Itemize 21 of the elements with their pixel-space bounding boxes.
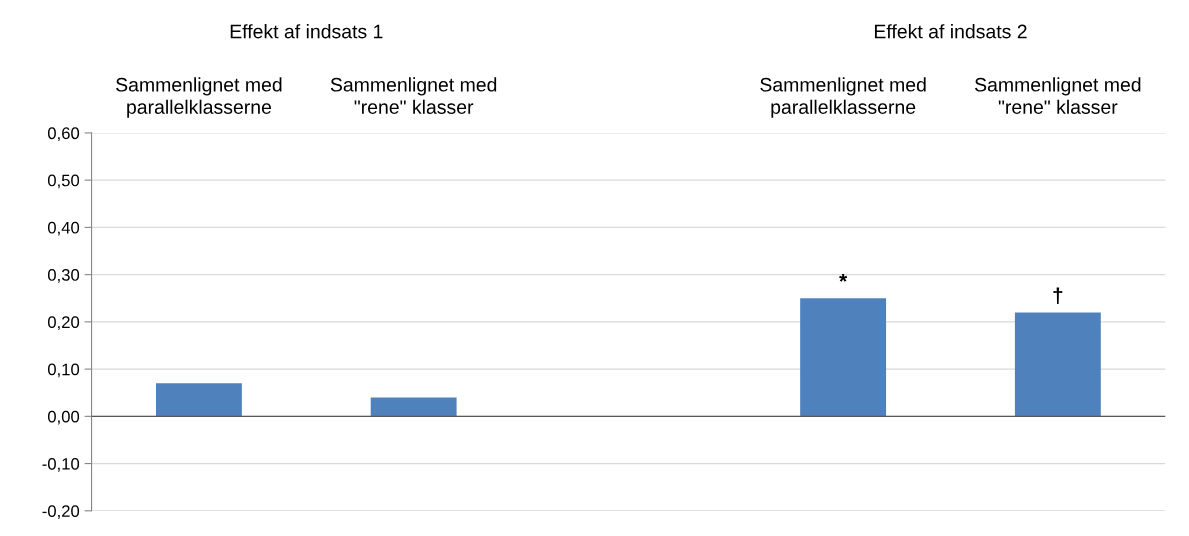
x-tick-label: Sammenlignet med parallelklasserne <box>760 77 926 118</box>
bar <box>800 298 887 417</box>
bar <box>155 383 242 417</box>
y-tick-label: -0,20 <box>42 505 80 519</box>
text: Effekt af indsats 2 <box>874 24 1027 39</box>
y-tick-label: 0,00 <box>47 410 80 425</box>
y-tick-label: -0,10 <box>42 457 80 472</box>
text: Effekt af indsats 1 <box>230 24 383 39</box>
annotation: * <box>839 274 848 282</box>
x-tick-label: Sammenlignet med "rene" klasser <box>330 77 497 114</box>
x-tick-label: Sammenlignet med parallelklasserne <box>116 77 282 118</box>
x-tick-label: Sammenlignet med "rene" klasser <box>974 77 1141 114</box>
y-tick-label: 0,20 <box>47 316 80 331</box>
y-tick-label: 0,30 <box>47 269 80 283</box>
y-tick-label: 0,40 <box>47 221 80 236</box>
bar <box>1014 312 1101 417</box>
bar <box>370 397 457 417</box>
y-tick-label: 0,50 <box>47 174 80 189</box>
y-tick-label: 0,60 <box>47 127 80 142</box>
annotation: † <box>1053 287 1063 304</box>
y-tick-label: 0,10 <box>47 363 80 378</box>
